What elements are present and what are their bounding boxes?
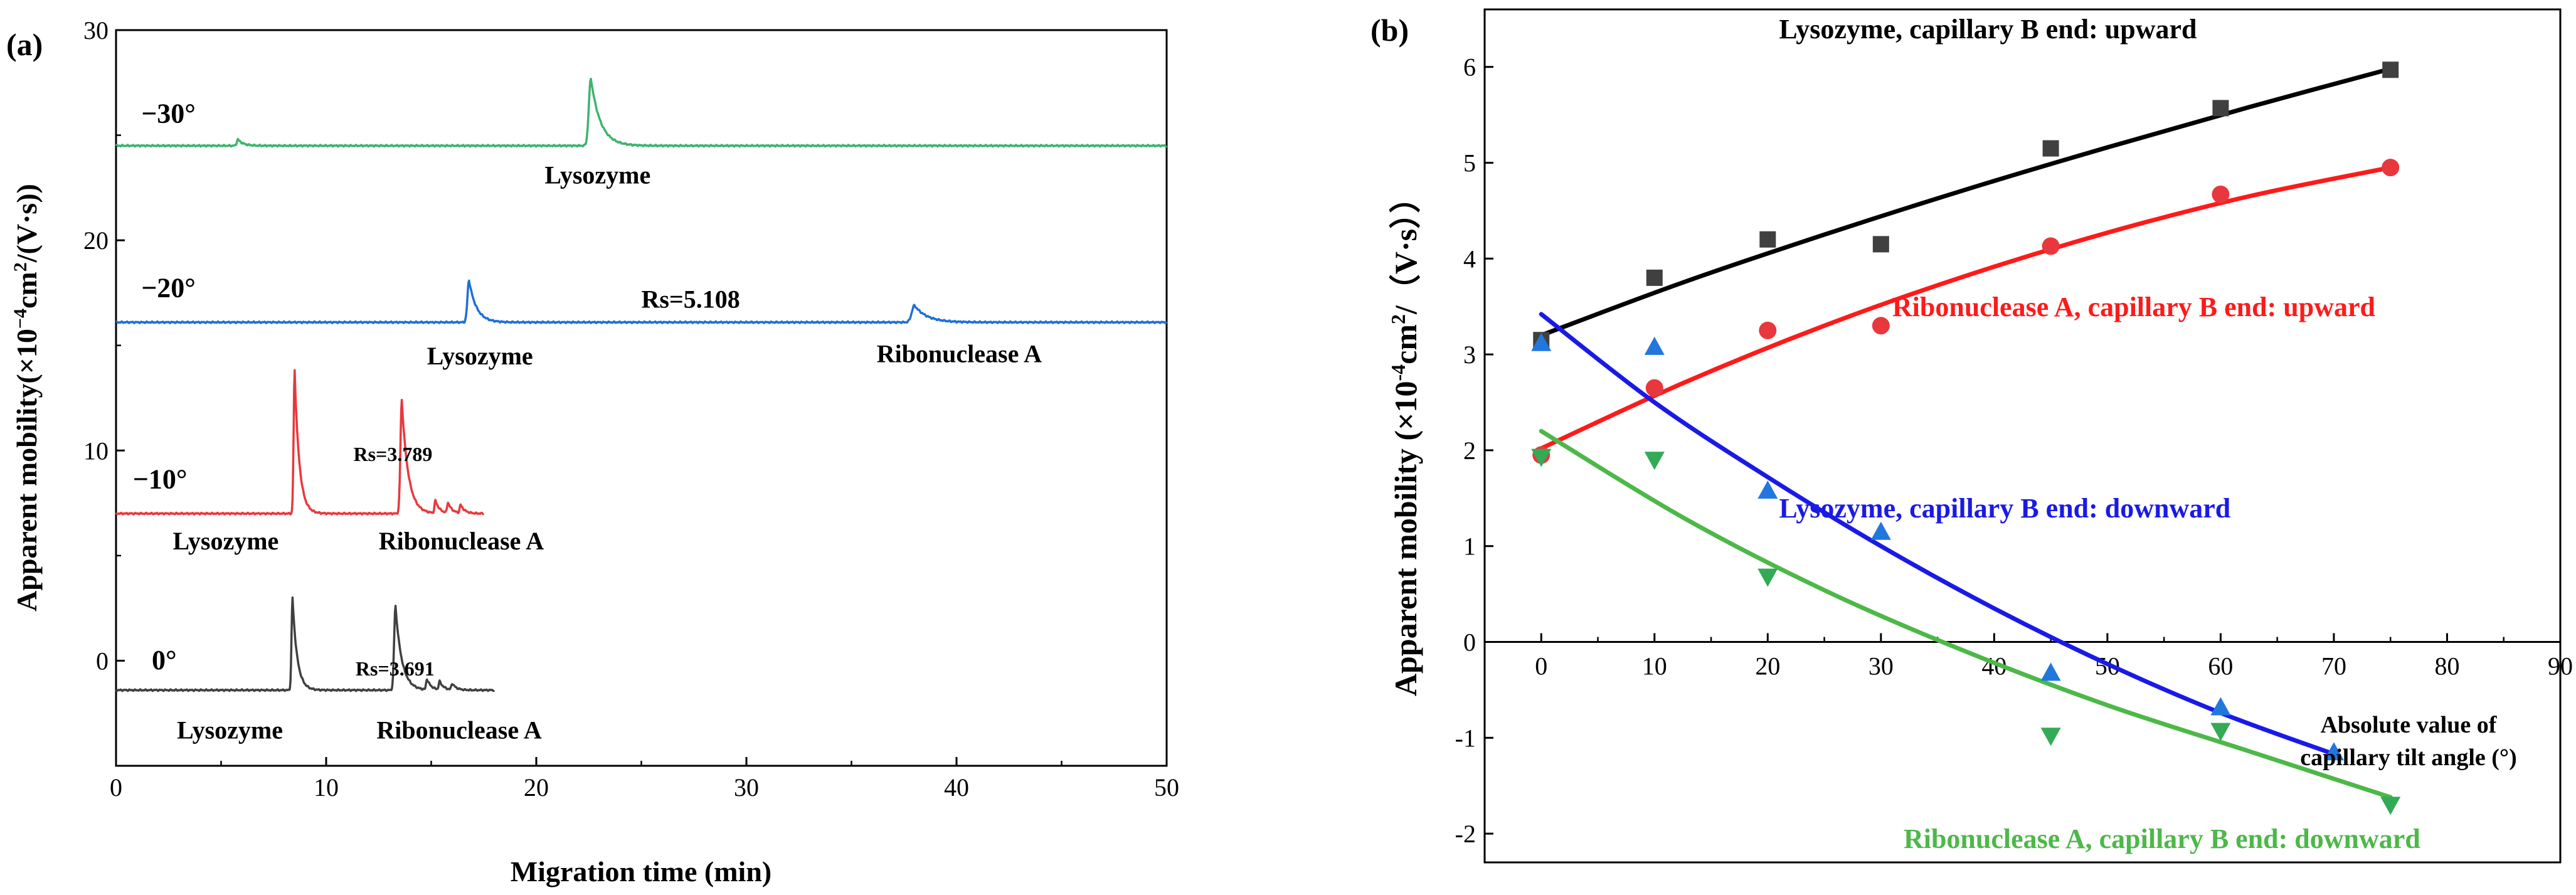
data-point-triangle-up <box>2210 697 2231 716</box>
panel-a-y-axis-title: Apparent mobility(×10−4cm2/(V·s)) <box>10 184 43 612</box>
annotation-ribo: Ribonuclease A <box>379 527 544 555</box>
panel-b-y-tick-label: 4 <box>1463 245 1476 273</box>
panel-a-y-tick-label: 10 <box>83 437 109 465</box>
data-point-triangle-up <box>2040 662 2061 681</box>
series-label-3: Lysozyme, capillary B end: downward <box>1779 493 2230 524</box>
data-point-circle <box>2042 237 2060 255</box>
trace-2 <box>115 279 1168 324</box>
panel-a-ticks: 0 10 20 30 40 50 0 10 20 30 <box>83 16 1179 802</box>
data-point-triangle-down <box>2210 723 2231 741</box>
data-point-circle <box>2212 185 2230 203</box>
series-label-2: Ribonuclease A, capillary B end: upward <box>1892 292 2375 322</box>
trace-3 <box>115 369 485 516</box>
panel-a-label: (a) <box>6 27 43 62</box>
panel-b-y-tick-label: 3 <box>1463 341 1476 369</box>
annotation-lyso: Lysozyme <box>544 161 650 189</box>
panel-b-x-tick-label: 10 <box>1642 652 1667 681</box>
data-point-triangle-down <box>1757 568 1778 587</box>
panel-a-y-tick-label: 30 <box>83 16 109 45</box>
fit-curve-2 <box>1539 165 2393 451</box>
annotation-angle: −30° <box>141 98 196 129</box>
trace-1 <box>115 77 1168 148</box>
panel-b-data-points <box>1531 61 2401 815</box>
fit-curve-1 <box>1539 66 2393 338</box>
annotation-rs: Rs=3.691 <box>356 657 435 680</box>
data-point-triangle-up <box>1870 521 1891 540</box>
panel-a-x-axis-title: Migration time (min) <box>511 855 771 887</box>
panel-b-y-tick-label: 5 <box>1463 149 1476 177</box>
panel-b-x-axis-title-line1: Absolute value of <box>2321 712 2498 738</box>
data-point-triangle-down <box>2040 728 2061 746</box>
annotation-angle: 0° <box>152 645 177 675</box>
panel-a-x-tick-label: 50 <box>1154 773 1179 802</box>
panel-a-x-tick-label: 30 <box>734 773 759 802</box>
panel-b-y-tick-label: 2 <box>1463 437 1476 465</box>
panel-a-annotations: −30° Lysozyme −20° Lysozyme Rs=5.108 Ribonucl… <box>133 98 1042 744</box>
annotation-angle: −10° <box>133 464 188 495</box>
annotation-lyso: Lysozyme <box>172 527 278 555</box>
panel-b-x-tick-label: 30 <box>1868 652 1894 681</box>
panel-b-y-tick-label: -1 <box>1455 724 1476 752</box>
data-point-square <box>2212 100 2229 117</box>
data-point-square <box>1759 231 1776 248</box>
series-label-1: Lysozyme, capillary B end: upward <box>1779 14 2197 45</box>
panel-b-y-tick-label: -2 <box>1455 820 1476 848</box>
panel-b-fit-curves <box>1539 66 2393 800</box>
data-point-triangle-up <box>1531 332 1552 351</box>
fit-curve-4 <box>1539 428 2393 800</box>
fit-curve-3 <box>1539 312 2336 756</box>
data-point-triangle-down <box>1531 448 1552 467</box>
panel-a-y-tick-label: 0 <box>96 647 109 675</box>
annotation-lyso: Lysozyme <box>427 342 533 370</box>
data-point-circle <box>2382 159 2400 177</box>
panel-b-x-tick-label: 80 <box>2434 652 2459 681</box>
annotation-lyso: Lysozyme <box>177 716 283 744</box>
panel-a-plot-frame <box>115 29 1168 767</box>
panel-b-x-tick-label: 20 <box>1755 652 1780 681</box>
data-point-square <box>1872 236 1889 253</box>
data-point-triangle-up <box>1757 480 1778 499</box>
data-point-square <box>1646 269 1663 286</box>
panel-b-y-tick-label: 0 <box>1463 628 1476 657</box>
annotation-angle: −20° <box>141 273 196 304</box>
annotation-rs: Rs=5.108 <box>642 285 740 313</box>
series-label-4: Ribonuclease A, capillary B end: downwar… <box>1904 824 2420 854</box>
data-point-circle <box>1645 379 1663 397</box>
annotation-ribo: Ribonuclease A <box>877 340 1042 368</box>
trace-4 <box>115 596 496 692</box>
panel-b-y-axis-title: Apparent mobility (×10-4cm2/（V·s）） <box>1387 182 1423 696</box>
panel-b-x-tick-label: 0 <box>1535 652 1547 681</box>
data-point-circle <box>1872 317 1890 335</box>
data-point-triangle-up <box>2323 742 2344 761</box>
panel-b-series-labels: Lysozyme, capillary B end: upward Ribonuc… <box>1779 14 2420 854</box>
annotation-rs: Rs=3.789 <box>354 443 433 465</box>
panel-a: (a) 0 10 20 30 40 50 0 10 20 30 −30° Lysozyme −20° L… <box>6 16 1179 887</box>
data-point-square <box>2382 61 2399 78</box>
panel-a-x-tick-label: 20 <box>524 773 549 802</box>
panel-b-plot-frame <box>1483 8 2562 864</box>
panel-b-x-tick-label: 90 <box>2548 652 2573 681</box>
panel-a-x-tick-label: 40 <box>944 773 969 802</box>
panel-a-x-tick-label: 0 <box>110 773 122 802</box>
panel-b-x-axis-title-line2: capillary tilt angle (°) <box>2300 744 2517 771</box>
panel-b-x-tick-label: 60 <box>2208 652 2233 681</box>
data-point-circle <box>1759 321 1777 339</box>
data-point-triangle-down <box>1644 452 1665 470</box>
panel-a-traces <box>115 77 1168 692</box>
panel-a-y-tick-label: 20 <box>83 226 109 255</box>
data-point-square <box>2042 140 2059 157</box>
panel-b-x-tick-label: 70 <box>2321 652 2346 681</box>
panel-b-y-tick-label: 1 <box>1463 532 1476 561</box>
panel-b-y-tick-label: 6 <box>1463 53 1476 82</box>
panel-a-x-tick-label: 10 <box>314 773 339 802</box>
data-point-triangle-up <box>1644 336 1665 355</box>
annotation-ribo: Ribonuclease A <box>376 716 541 744</box>
panel-b-label: (b) <box>1370 13 1409 48</box>
data-point-triangle-down <box>2380 797 2401 815</box>
